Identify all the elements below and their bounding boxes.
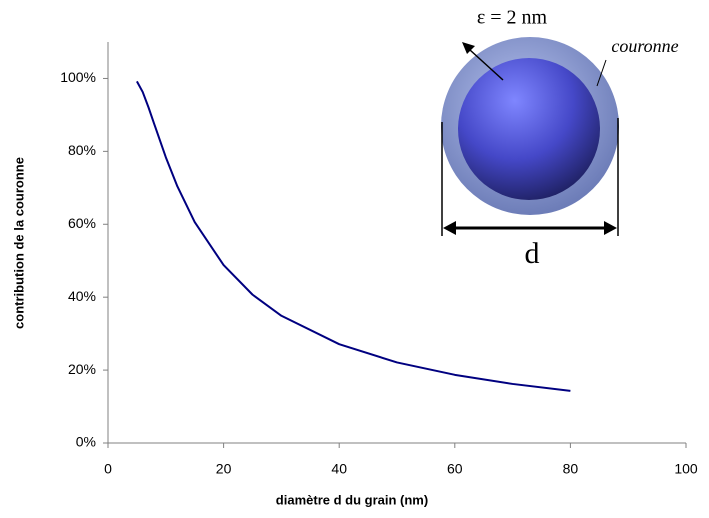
y-tick-label: 40%	[68, 288, 96, 304]
data-line	[136, 80, 571, 392]
arrowhead	[443, 221, 456, 235]
y-tick-label: 0%	[76, 434, 96, 450]
x-tick-label: 20	[216, 461, 232, 477]
x-axis-title: diamètre d du grain (nm)	[276, 492, 428, 507]
x-tick-label: 0	[104, 461, 112, 477]
couronne-leader	[596, 59, 607, 87]
epsilon-arrow	[469, 49, 504, 81]
inset-diagram: ε = 2 nm couronne d	[441, 7, 679, 270]
inner-sphere	[458, 58, 600, 200]
couronne-label: couronne	[611, 36, 678, 56]
arrowhead	[462, 42, 475, 54]
x-tick-label: 100	[674, 461, 698, 477]
arrowhead	[604, 221, 617, 235]
x-tick-label: 60	[447, 461, 463, 477]
y-axis-title: contribution de la couronne	[11, 157, 26, 329]
x-tick-label: 40	[331, 461, 347, 477]
d-label: d	[525, 237, 540, 270]
y-tick-label: 80%	[68, 142, 96, 158]
y-tick-label: 60%	[68, 215, 96, 231]
x-tick-label: 80	[563, 461, 579, 477]
epsilon-label: ε = 2 nm	[477, 7, 548, 29]
y-tick-label: 20%	[68, 361, 96, 377]
y-tick-label: 100%	[60, 69, 96, 85]
